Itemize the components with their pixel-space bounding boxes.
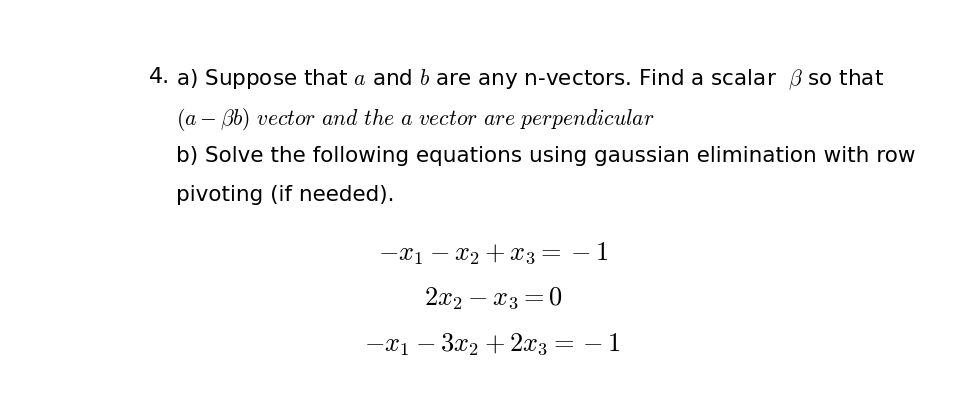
Text: $2x_2 - x_3 = 0$: $2x_2 - x_3 = 0$ [423,285,562,311]
Text: pivoting (if needed).: pivoting (if needed). [176,185,394,205]
Text: $-x_1 - 3x_2 + 2x_3 = -1$: $-x_1 - 3x_2 + 2x_3 = -1$ [364,331,621,357]
Text: a) Suppose that $a$ and $b$ are any n-vectors. Find a scalar  $\beta$ so that: a) Suppose that $a$ and $b$ are any n-ve… [176,67,883,92]
Text: 4.: 4. [148,67,169,87]
Text: $-x_1 - x_2 + x_3 = -1$: $-x_1 - x_2 + x_3 = -1$ [378,240,607,266]
Text: b) Solve the following equations using gaussian elimination with row: b) Solve the following equations using g… [176,146,915,166]
Text: $(a - \beta b)$ $vector$ $and$ $the$ $a$ $vector$ $are$ $perpendicular$: $(a - \beta b)$ $vector$ $and$ $the$ $a$… [176,106,654,134]
